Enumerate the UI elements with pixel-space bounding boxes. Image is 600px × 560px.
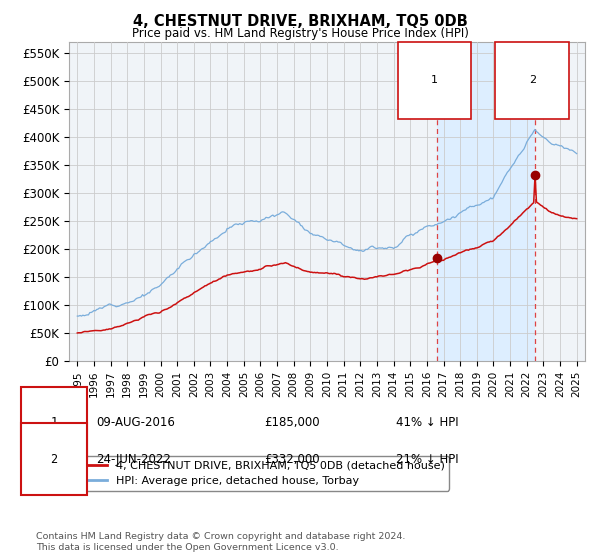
Text: Contains HM Land Registry data © Crown copyright and database right 2024.
This d: Contains HM Land Registry data © Crown c… (36, 532, 406, 552)
Text: 2: 2 (529, 75, 536, 85)
Legend: 4, CHESTNUT DRIVE, BRIXHAM, TQ5 0DB (detached house), HPI: Average price, detach: 4, CHESTNUT DRIVE, BRIXHAM, TQ5 0DB (det… (74, 456, 449, 491)
Text: £332,000: £332,000 (264, 452, 320, 466)
Text: 1: 1 (50, 416, 58, 430)
Text: 21% ↓ HPI: 21% ↓ HPI (396, 452, 458, 466)
Text: Price paid vs. HM Land Registry's House Price Index (HPI): Price paid vs. HM Land Registry's House … (131, 27, 469, 40)
Text: 09-AUG-2016: 09-AUG-2016 (96, 416, 175, 430)
Text: £185,000: £185,000 (264, 416, 320, 430)
Bar (437, 42, 535, 361)
Text: 41% ↓ HPI: 41% ↓ HPI (396, 416, 458, 430)
Text: 4, CHESTNUT DRIVE, BRIXHAM, TQ5 0DB: 4, CHESTNUT DRIVE, BRIXHAM, TQ5 0DB (133, 14, 467, 29)
Text: 1: 1 (431, 75, 438, 85)
Text: 24-JUN-2022: 24-JUN-2022 (96, 452, 171, 466)
Text: 2: 2 (50, 452, 58, 466)
